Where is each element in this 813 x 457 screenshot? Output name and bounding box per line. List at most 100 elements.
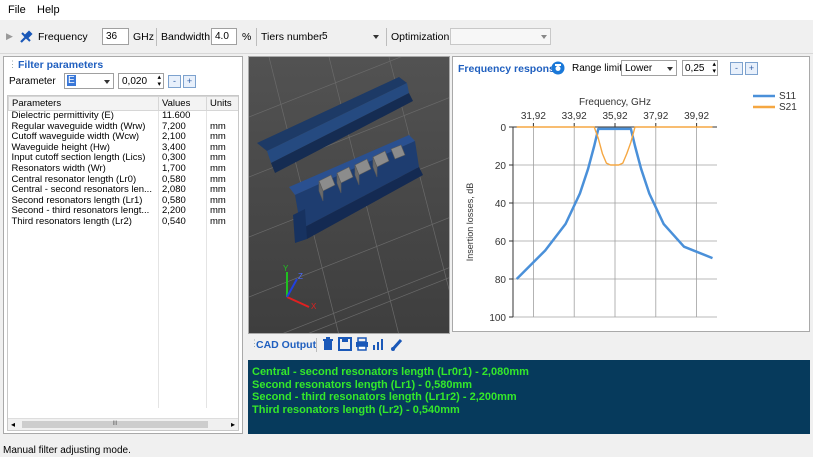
print-icon[interactable] [355, 337, 369, 351]
table-cell-unit[interactable]: mm [206, 142, 238, 154]
scrollbar-thumb[interactable]: III [22, 421, 208, 428]
table-cell-name[interactable]: Second - third resonators lengt... [8, 206, 159, 217]
table-cell-empty [206, 248, 238, 260]
console-line: Second - third resonators length (Lr1r2)… [252, 391, 517, 403]
table-cell-name[interactable]: Cutoff waveguide width (Wcw) [8, 132, 159, 143]
table-cell-value[interactable]: 2,100 [158, 132, 207, 143]
range-step-spinner[interactable]: 0,25 ▴ ▾ [682, 60, 718, 76]
column-header-values[interactable]: Values [158, 96, 207, 111]
x-axis-label: Frequency, GHz [579, 97, 651, 108]
cad-output-console[interactable]: Central - second resonators length (Lr0r… [248, 360, 810, 434]
scroll-left-icon[interactable]: ◂ [11, 420, 16, 429]
table-cell-unit[interactable]: mm [206, 206, 238, 217]
table-cell-name[interactable]: Third resonators length (Lr2) [8, 216, 159, 228]
status-bar: Manual filter adjusting mode. [0, 444, 813, 457]
table-cell-unit[interactable]: mm [206, 153, 238, 164]
table-cell-value[interactable]: 0,540 [158, 216, 207, 228]
table-cell-value[interactable]: 1,700 [158, 163, 207, 175]
cad-output-title: CAD Output [256, 339, 317, 351]
table-cell-unit[interactable]: mm [206, 163, 238, 175]
table-cell-empty [158, 280, 207, 292]
range-increase-button[interactable]: + [745, 62, 758, 75]
legend-label: S11 [779, 91, 796, 102]
table-row[interactable]: Second resonators length (Lr1) 0,580 mm [8, 195, 238, 207]
table-row[interactable]: Waveguide height (Hw) 3,400 mm [8, 142, 238, 154]
menu-help[interactable]: Help [37, 4, 60, 16]
table-cell-name[interactable]: Central resonator length (Lr0) [8, 174, 159, 186]
column-header-units[interactable]: Units [206, 96, 238, 111]
table-cell-empty [158, 354, 207, 366]
table-row-empty [8, 280, 238, 292]
y-tick-label: 60 [495, 237, 507, 248]
table-cell-name[interactable]: Input cutoff section length (Lics) [8, 153, 159, 164]
range-decrease-button[interactable]: - [730, 62, 743, 75]
table-cell-empty [8, 312, 159, 323]
column-header-parameters[interactable]: Parameters [8, 96, 159, 111]
table-cell-value[interactable]: 0,580 [158, 195, 207, 207]
horizontal-scrollbar[interactable]: ◂ III ▸ [8, 418, 238, 430]
table-cell-value[interactable]: 3,400 [158, 142, 207, 154]
table-cell-empty [206, 291, 238, 302]
table-cell-name[interactable]: Central - second resonators len... [8, 185, 159, 196]
table-cell-name[interactable]: Resonators width (Wr) [8, 163, 159, 175]
table-cell-value[interactable]: 2,080 [158, 185, 207, 196]
step-spinner[interactable]: 0,020 ▴ ▾ [118, 73, 164, 89]
table-cell-unit[interactable]: mm [206, 121, 238, 133]
table-row[interactable]: Input cutoff section length (Lics) 0,300 m… [8, 153, 238, 164]
table-row[interactable]: Third resonators length (Lr2) 0,540 mm [8, 216, 238, 228]
table-row[interactable]: Regular waveguide width (Wrw) 7,200 mm [8, 121, 238, 133]
table-cell-name[interactable]: Regular waveguide width (Wrw) [8, 121, 159, 133]
frequency-label: Frequency [38, 31, 88, 43]
table-row-empty [8, 322, 238, 334]
table-row[interactable]: Central - second resonators len... 2,080 m… [8, 185, 238, 196]
model-3d-view[interactable]: Y Z X [248, 56, 450, 334]
table-cell-value[interactable]: 11.600 [158, 110, 207, 122]
trash-icon[interactable] [322, 337, 334, 351]
range-limit-select[interactable]: Lower [621, 60, 677, 76]
table-cell-empty [158, 248, 207, 260]
table-cell-unit[interactable]: mm [206, 132, 238, 143]
tools-icon[interactable] [19, 30, 33, 44]
table-cell-unit[interactable]: mm [206, 185, 238, 196]
camera-icon[interactable] [551, 61, 565, 75]
optimization-select[interactable] [450, 28, 551, 45]
table-cell-unit[interactable] [206, 110, 238, 122]
table-cell-value[interactable]: 0,580 [158, 174, 207, 186]
table-cell-name[interactable]: Dielectric permittivity (E) [8, 110, 159, 122]
table-row[interactable]: Cutoff waveguide width (Wcw) 2,100 mm [8, 132, 238, 143]
table-cell-value[interactable]: 0,300 [158, 153, 207, 164]
y-tick-label: 80 [495, 275, 507, 286]
save-icon[interactable] [338, 337, 352, 351]
chart-export-icon[interactable] [372, 337, 386, 351]
parameter-select[interactable]: E [64, 73, 114, 89]
bandwidth-input[interactable]: 4.0 [211, 28, 237, 45]
increase-button[interactable]: + [183, 75, 196, 88]
tiers-select[interactable]: 5 [318, 28, 382, 45]
frequency-response-chart[interactable]: 0 20 40 60 80 100 31,92 33,92 35,92 37,92 39,92 Fre… [453, 81, 809, 331]
brush-icon[interactable] [390, 337, 404, 351]
spinner-arrows-icon[interactable]: ▴ ▾ [712, 61, 716, 75]
panel-grip-icon: ⋮ [250, 338, 259, 348]
frequency-input[interactable]: 36 [102, 28, 129, 45]
table-row[interactable]: Second - third resonators lengt... 2,200 m… [8, 206, 238, 217]
resonator-blocks [318, 144, 406, 202]
axis-gizmo [286, 272, 310, 308]
table-cell-name[interactable]: Waveguide height (Hw) [8, 142, 159, 154]
table-cell-unit[interactable]: mm [206, 174, 238, 186]
table-cell-unit[interactable]: mm [206, 216, 238, 228]
table-row-empty [8, 386, 238, 398]
table-row[interactable]: Dielectric permittivity (E) 11.600 [8, 110, 238, 122]
scroll-right-icon[interactable]: ▸ [230, 420, 235, 429]
decrease-button[interactable]: - [168, 75, 181, 88]
spinner-arrows-icon[interactable]: ▴ ▾ [157, 74, 161, 88]
table-row[interactable]: Central resonator length (Lr0) 0,580 mm [8, 174, 238, 186]
menu-file[interactable]: File [8, 4, 26, 16]
table-cell-empty [206, 301, 238, 313]
frequency-response-panel: ⋮ Frequency response Range limit Lower 0… [452, 56, 810, 332]
table-cell-unit[interactable]: mm [206, 195, 238, 207]
table-cell-value[interactable]: 2,200 [158, 206, 207, 217]
chevron-down-icon [104, 80, 110, 84]
table-cell-name[interactable]: Second resonators length (Lr1) [8, 195, 159, 207]
table-cell-value[interactable]: 7,200 [158, 121, 207, 133]
table-row[interactable]: Resonators width (Wr) 1,700 mm [8, 163, 238, 175]
